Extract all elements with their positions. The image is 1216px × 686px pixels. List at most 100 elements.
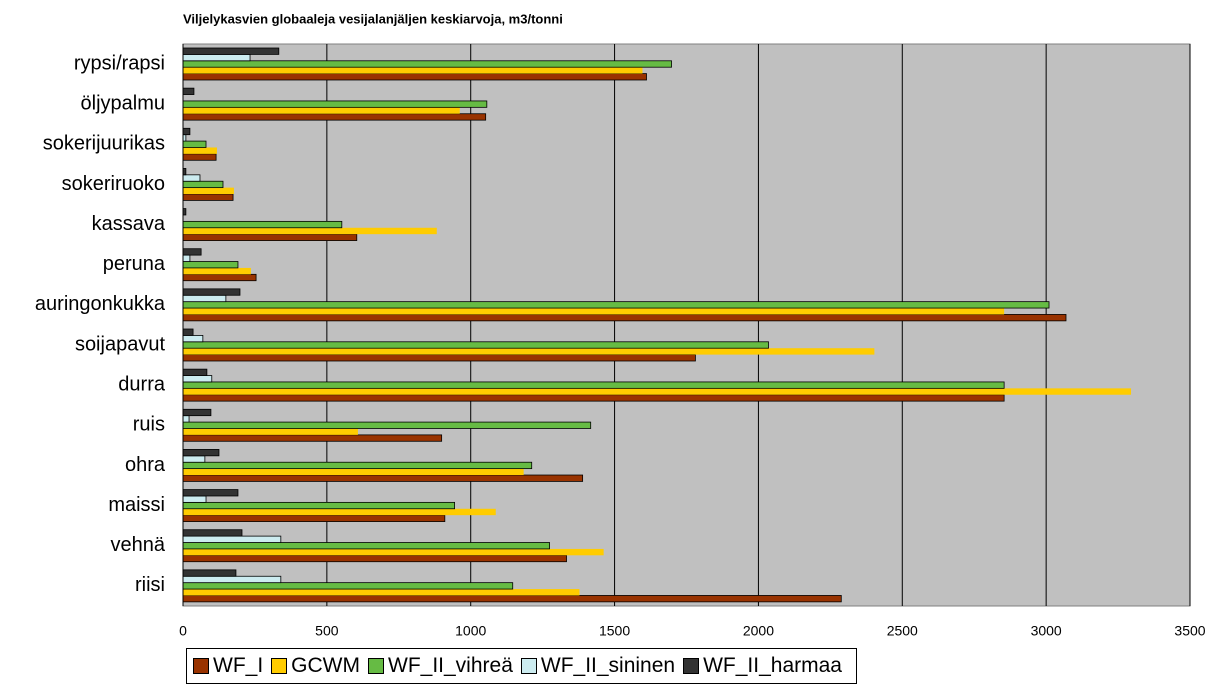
bar bbox=[182, 288, 241, 296]
x-tick-label: 500 bbox=[315, 623, 339, 639]
bar bbox=[182, 73, 647, 81]
bar bbox=[182, 368, 208, 376]
bar bbox=[182, 394, 1005, 402]
y-tick-label: auringonkukka bbox=[35, 293, 166, 315]
x-tick-label: 1500 bbox=[599, 623, 630, 639]
bar bbox=[182, 535, 282, 543]
y-tick-label: riisi bbox=[135, 574, 165, 596]
bar bbox=[182, 233, 358, 241]
bar bbox=[182, 328, 194, 336]
y-tick-label: öljypalmu bbox=[81, 92, 165, 114]
y-tick-label: maissi bbox=[108, 494, 165, 516]
bar bbox=[182, 341, 769, 349]
y-tick-label: vehnä bbox=[111, 534, 166, 556]
bar bbox=[182, 60, 672, 68]
bar bbox=[182, 220, 343, 229]
x-tick-label: 3000 bbox=[1031, 623, 1062, 639]
bar bbox=[183, 589, 580, 596]
bar bbox=[182, 415, 190, 423]
bar bbox=[183, 227, 437, 235]
legend-label: WF_II_sininen bbox=[540, 654, 676, 677]
bar bbox=[183, 267, 251, 275]
x-tick-label: 2500 bbox=[887, 623, 918, 639]
bar bbox=[182, 408, 212, 417]
chart-title: Viljelykasvien globaaleja vesijalanjälje… bbox=[183, 11, 563, 26]
bar bbox=[182, 127, 191, 136]
legend-label: GCWM bbox=[291, 654, 360, 677]
bar bbox=[182, 254, 191, 262]
bar bbox=[183, 388, 1132, 395]
bar bbox=[182, 100, 488, 108]
bar bbox=[182, 47, 280, 55]
bar bbox=[182, 113, 487, 121]
x-tick-label: 1000 bbox=[455, 623, 486, 639]
bar bbox=[182, 569, 237, 577]
bar bbox=[182, 381, 1005, 389]
y-tick-label: durra bbox=[118, 373, 166, 395]
legend-swatch bbox=[271, 658, 288, 674]
x-tick-label: 3500 bbox=[1174, 623, 1205, 639]
bar bbox=[182, 193, 234, 201]
legend-swatch bbox=[683, 658, 700, 674]
bar bbox=[182, 455, 206, 463]
legend-item: WF_II_harmaa bbox=[683, 654, 842, 678]
y-tick-label: kassava bbox=[92, 213, 166, 235]
bar bbox=[182, 354, 696, 362]
bar bbox=[182, 180, 224, 189]
bar bbox=[182, 434, 443, 442]
legend-swatch bbox=[193, 658, 209, 674]
bar bbox=[182, 461, 533, 470]
x-tick-label: 2000 bbox=[743, 623, 774, 639]
legend: WF_I GCWM WF_II_vihreä WF_II_sininen WF_II_h… bbox=[186, 648, 857, 684]
bar bbox=[183, 428, 358, 435]
bar bbox=[183, 147, 217, 154]
bar bbox=[182, 54, 251, 62]
bar bbox=[182, 449, 220, 457]
legend-swatch bbox=[368, 658, 384, 674]
bar bbox=[182, 248, 202, 256]
y-tick-label: soijapavut bbox=[75, 333, 166, 355]
bar bbox=[183, 348, 875, 355]
legend-item: WF_II_vihreä bbox=[368, 654, 513, 678]
y-tick-label: peruna bbox=[103, 253, 166, 275]
bar bbox=[182, 140, 207, 148]
bar bbox=[182, 501, 456, 510]
bar bbox=[182, 261, 239, 269]
y-tick-label: sokeriruoko bbox=[62, 173, 165, 195]
bar bbox=[182, 375, 213, 383]
legend-label: WF_II_harmaa bbox=[703, 654, 842, 677]
x-tick-label: 0 bbox=[179, 623, 187, 639]
legend-item: WF_II_sininen bbox=[520, 654, 676, 678]
bar bbox=[182, 595, 842, 603]
y-tick-label: ohra bbox=[125, 454, 166, 476]
legend-label: WF_I bbox=[213, 654, 264, 677]
legend-item: WF_I bbox=[193, 654, 263, 678]
bar bbox=[183, 548, 604, 556]
bar bbox=[182, 474, 584, 482]
y-tick-label: rypsi/rapsi bbox=[74, 52, 165, 74]
bar bbox=[182, 87, 195, 95]
bar bbox=[182, 273, 257, 282]
bar bbox=[182, 421, 592, 429]
bar bbox=[182, 514, 446, 522]
bar bbox=[183, 468, 524, 476]
bar bbox=[182, 174, 201, 182]
bar bbox=[182, 153, 217, 161]
y-tick-label: sokerijuurikas bbox=[43, 133, 165, 155]
bar bbox=[182, 314, 1067, 322]
legend-item: GCWM bbox=[271, 654, 360, 678]
legend-swatch bbox=[520, 658, 537, 674]
bar bbox=[182, 575, 282, 584]
bar bbox=[182, 495, 207, 503]
bar bbox=[183, 67, 643, 74]
bar bbox=[183, 187, 234, 195]
bar bbox=[182, 542, 550, 550]
bar bbox=[183, 107, 460, 114]
bar bbox=[183, 308, 1005, 315]
legend-label: WF_II_vihreä bbox=[388, 654, 513, 677]
bar bbox=[182, 294, 227, 303]
bar bbox=[182, 529, 243, 537]
bar bbox=[182, 582, 514, 590]
bar bbox=[182, 554, 567, 563]
